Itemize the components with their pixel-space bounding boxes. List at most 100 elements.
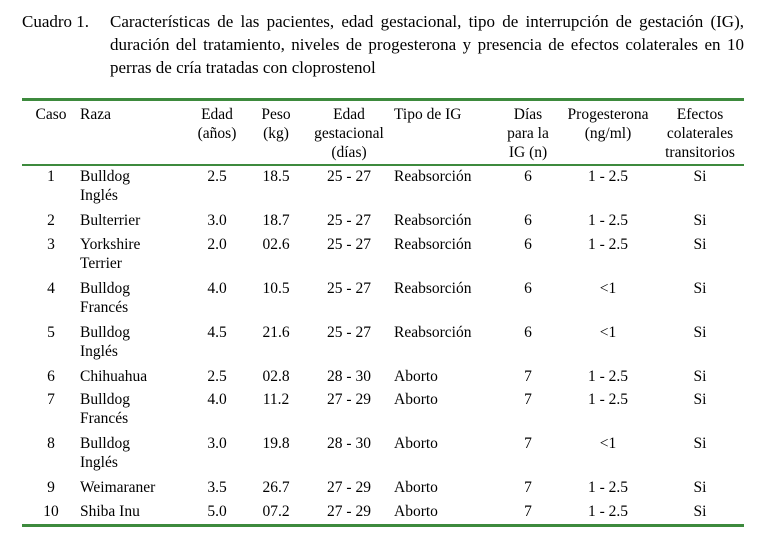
table-row: 4 Bulldog Francés 4.0 10.5 25 - 27 Reabsorción… [22,276,744,320]
cell-edad: 2.5 [207,367,227,385]
caption-label: Cuadro 1. [22,12,90,31]
cell-peso: 02.6 [262,235,290,253]
cell-efectos: Si [693,479,707,496]
cell-efectos: Si [693,435,707,452]
cell-edad-gestacional: 25 - 27 [327,323,371,341]
cell-raza: Bulldog Francés [80,279,130,316]
table-row: 7 Bulldog Francés 4.0 11.2 27 - 29 Aborto 7 1 - … [22,387,744,431]
cell-edad-gestacional: 27 - 29 [327,391,371,408]
cell-tipo-ig: Reabsorción [394,323,472,341]
cell-efectos: Si [693,391,707,408]
header-row: Caso Raza Edad (años) Peso (kg) Edad gestac… [22,101,744,164]
cell-dias: 7 [524,479,532,496]
cell-caso: 5 [47,323,55,341]
cell-raza: Bulldog Francés [80,391,130,427]
cell-edad: 4.0 [207,279,227,297]
cell-progesterona: <1 [599,279,617,297]
cell-raza: Bulterrier [80,212,141,229]
cell-tipo-ig: Aborto [394,435,438,452]
table-row: 8 Bulldog Inglés 3.0 19.8 28 - 30 Aborto 7 <1 Si [22,431,744,475]
cell-progesterona: 1 - 2.5 [587,502,629,520]
cell-raza: Yorkshire Terrier [80,235,141,272]
cell-progesterona: 1 - 2.5 [587,212,629,229]
cell-edad: 2.5 [207,168,227,185]
cell-tipo-ig: Reabsorción [394,279,472,297]
cell-dias: 6 [524,212,532,229]
cell-edad-gestacional: 25 - 27 [327,212,371,229]
cell-tipo-ig: Reabsorción [394,235,472,253]
cell-peso: 26.7 [262,479,290,496]
cell-progesterona: 1 - 2.5 [587,235,629,253]
cell-edad-gestacional: 28 - 30 [327,435,371,452]
cell-peso: 07.2 [262,502,290,520]
cell-efectos: Si [693,212,707,229]
cell-edad-gestacional: 27 - 29 [327,502,371,520]
table-header-rule [22,164,744,166]
header-caso: Caso [35,106,67,123]
cell-dias: 6 [524,235,532,253]
cell-progesterona: 1 - 2.5 [587,367,629,385]
cell-peso: 02.8 [262,367,290,385]
header-dias: Días para la IG (n) [507,106,549,161]
cell-dias: 6 [524,279,532,297]
cell-edad: 3.0 [207,435,227,452]
cell-dias: 7 [524,391,532,408]
table-row: 6 Chihuahua 2.5 02.8 28 - 30 Aborto 7 1 - 2.5 Si [22,364,744,388]
data-table: Caso Raza Edad (años) Peso (kg) Edad gestac… [22,101,744,522]
cell-dias: 7 [524,435,532,452]
cell-edad-gestacional: 25 - 27 [327,168,371,185]
cell-caso: 1 [47,168,55,185]
cell-tipo-ig: Aborto [394,479,438,496]
cell-peso: 18.7 [262,212,290,229]
header-peso: Peso (kg) [261,106,291,142]
table-header: Caso Raza Edad (años) Peso (kg) Edad gestac… [22,101,744,164]
header-edad-gestacional: Edad gestacional (días) [314,106,384,161]
cell-edad: 4.5 [207,323,227,341]
header-tipo-ig: Tipo de IG [394,106,462,123]
cell-efectos: Si [693,323,707,341]
cell-efectos: Si [693,235,707,253]
table-row: 5 Bulldog Inglés 4.5 21.6 25 - 27 Reabsorción 6… [22,320,744,364]
header-progesterona: Progesterona (ng/ml) [567,106,649,142]
cell-dias: 6 [524,168,532,185]
cell-edad: 4.0 [207,391,227,408]
cell-progesterona: <1 [599,323,617,341]
cell-raza: Chihuahua [80,367,148,385]
table-row: 1 Bulldog Inglés 2.5 18.5 25 - 27 Reabsorción 6… [22,164,744,208]
cell-raza: Bulldog Inglés [80,168,130,204]
cell-peso: 11.2 [262,391,290,408]
cell-raza: Shiba Inu [80,502,140,520]
cell-raza: Bulldog Inglés [80,435,130,471]
cell-edad-gestacional: 28 - 30 [327,367,371,385]
cell-caso: 4 [47,279,55,297]
cell-tipo-ig: Reabsorción [394,168,472,185]
cell-dias: 7 [524,502,532,520]
cell-edad: 3.0 [207,212,227,229]
cell-dias: 6 [524,323,532,341]
cell-peso: 10.5 [262,279,290,297]
cell-raza: Weimaraner [80,479,156,496]
cell-caso: 2 [47,212,55,229]
cell-edad-gestacional: 25 - 27 [327,235,371,253]
table-row: 2 Bulterrier 3.0 18.7 25 - 27 Reabsorción 6 1 -… [22,208,744,232]
cell-tipo-ig: Aborto [394,502,438,520]
table-row: 10 Shiba Inu 5.0 07.2 27 - 29 Aborto 7 1 - 2.5 S… [22,499,744,523]
cell-peso: 21.6 [262,323,290,341]
table-row: 3 Yorkshire Terrier 2.0 02.6 25 - 27 Reabsorci… [22,232,744,276]
cell-tipo-ig: Reabsorción [394,212,472,229]
cell-caso: 3 [47,235,55,253]
cell-edad-gestacional: 27 - 29 [327,479,371,496]
table-body: 1 Bulldog Inglés 2.5 18.5 25 - 27 Reabsorción 6… [22,164,744,522]
cell-caso: 7 [47,391,55,408]
cell-edad: 2.0 [207,235,227,253]
cell-tipo-ig: Aborto [394,367,438,385]
cell-progesterona: <1 [599,435,617,452]
cell-efectos: Si [693,279,707,297]
cell-progesterona: 1 - 2.5 [587,479,629,496]
cell-peso: 19.8 [262,435,290,452]
cell-caso: 10 [43,502,59,520]
table-top-rule [22,98,744,101]
cell-progesterona: 1 - 2.5 [587,168,629,185]
cell-dias: 7 [524,367,532,385]
header-efectos: Efectos colaterales transitorios [665,106,735,161]
